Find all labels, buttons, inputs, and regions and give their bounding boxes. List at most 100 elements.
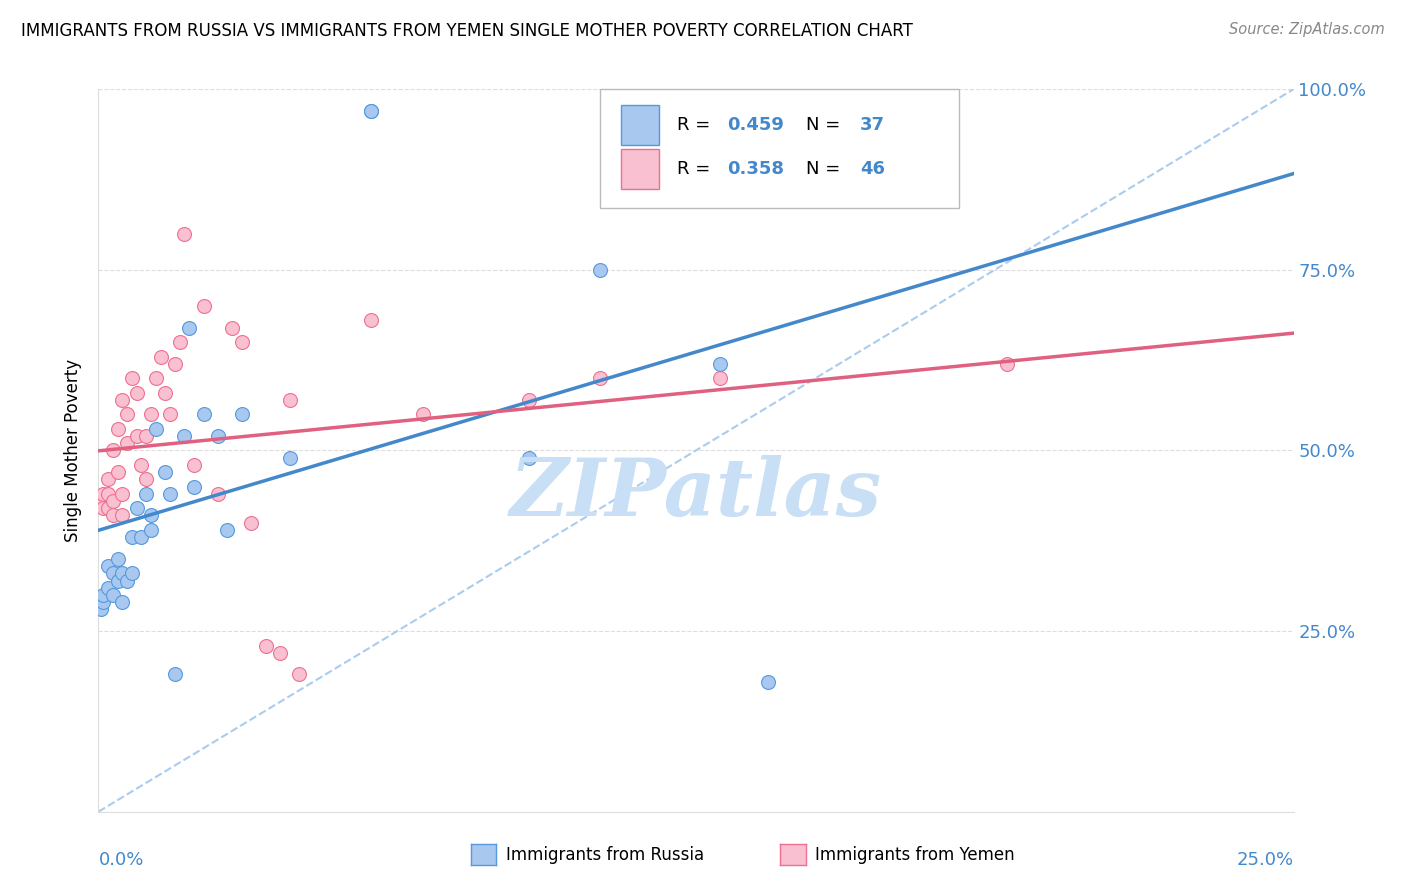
Point xyxy=(589,262,612,277)
Point xyxy=(111,508,134,523)
Text: R =: R = xyxy=(676,160,716,178)
Point xyxy=(155,465,177,479)
Point xyxy=(221,320,243,334)
Point xyxy=(517,392,540,407)
Point xyxy=(207,429,229,443)
Point xyxy=(101,566,124,581)
Point xyxy=(101,508,124,523)
Point xyxy=(135,487,157,501)
Point xyxy=(179,320,201,334)
Point xyxy=(149,350,172,364)
Text: 46: 46 xyxy=(859,160,884,178)
Point xyxy=(278,392,301,407)
Point xyxy=(288,667,311,681)
Point xyxy=(111,595,134,609)
FancyBboxPatch shape xyxy=(600,89,959,209)
Point xyxy=(159,487,181,501)
Point xyxy=(121,530,143,544)
Point xyxy=(183,458,205,472)
Point xyxy=(107,551,129,566)
Point xyxy=(159,407,181,421)
Point xyxy=(163,357,186,371)
Point xyxy=(145,422,167,436)
Text: 0.358: 0.358 xyxy=(727,160,785,178)
Point xyxy=(231,334,253,349)
Text: ZIPatlas: ZIPatlas xyxy=(510,455,882,533)
Point xyxy=(111,566,134,581)
Point xyxy=(360,103,382,118)
Point xyxy=(121,566,143,581)
Point xyxy=(91,588,114,602)
Point xyxy=(360,103,382,118)
Point xyxy=(145,371,167,385)
Point xyxy=(90,602,112,616)
Point xyxy=(709,371,731,385)
Point xyxy=(90,494,112,508)
Text: Source: ZipAtlas.com: Source: ZipAtlas.com xyxy=(1229,22,1385,37)
Point xyxy=(101,588,124,602)
Point xyxy=(173,227,195,241)
Point xyxy=(101,494,124,508)
Point xyxy=(107,465,129,479)
Point xyxy=(709,357,731,371)
Point xyxy=(995,357,1018,371)
Point xyxy=(269,646,291,660)
Point xyxy=(193,299,215,313)
Point xyxy=(91,487,114,501)
Text: IMMIGRANTS FROM RUSSIA VS IMMIGRANTS FROM YEMEN SINGLE MOTHER POVERTY CORRELATIO: IMMIGRANTS FROM RUSSIA VS IMMIGRANTS FRO… xyxy=(21,22,912,40)
Point xyxy=(97,559,120,574)
Text: Immigrants from Yemen: Immigrants from Yemen xyxy=(815,846,1015,863)
Point xyxy=(139,523,162,537)
Point xyxy=(115,574,138,588)
FancyBboxPatch shape xyxy=(620,149,659,188)
Point xyxy=(207,487,229,501)
FancyBboxPatch shape xyxy=(620,105,659,145)
Text: 0.0%: 0.0% xyxy=(98,852,143,870)
Point xyxy=(278,450,301,465)
Point xyxy=(231,407,253,421)
Point xyxy=(135,472,157,486)
Point xyxy=(125,501,148,516)
Point xyxy=(125,429,148,443)
Point xyxy=(240,516,263,530)
Point xyxy=(125,385,148,400)
Point xyxy=(115,436,138,450)
Point xyxy=(254,639,277,653)
Point xyxy=(183,480,205,494)
Point xyxy=(115,407,138,421)
Point xyxy=(517,450,540,465)
Point xyxy=(139,407,162,421)
Point xyxy=(111,487,134,501)
Point xyxy=(173,429,195,443)
Text: 25.0%: 25.0% xyxy=(1236,852,1294,870)
Point xyxy=(97,501,120,516)
Text: N =: N = xyxy=(806,160,846,178)
Point xyxy=(360,313,382,327)
Y-axis label: Single Mother Poverty: Single Mother Poverty xyxy=(65,359,83,542)
Point xyxy=(193,407,215,421)
Point xyxy=(412,407,434,421)
Point xyxy=(135,429,157,443)
Point xyxy=(107,422,129,436)
Text: R =: R = xyxy=(676,116,716,135)
Point xyxy=(169,334,191,349)
Point xyxy=(155,385,177,400)
Point xyxy=(139,508,162,523)
Point xyxy=(217,523,239,537)
Point xyxy=(756,674,779,689)
Point xyxy=(121,371,143,385)
Point xyxy=(107,574,129,588)
Point xyxy=(91,501,114,516)
Point xyxy=(91,595,114,609)
Point xyxy=(131,530,153,544)
Point xyxy=(101,443,124,458)
Point xyxy=(163,667,186,681)
Text: N =: N = xyxy=(806,116,846,135)
Text: 37: 37 xyxy=(859,116,884,135)
Point xyxy=(97,472,120,486)
Point xyxy=(589,371,612,385)
Text: Immigrants from Russia: Immigrants from Russia xyxy=(506,846,704,863)
Point xyxy=(97,487,120,501)
Point xyxy=(111,392,134,407)
Point xyxy=(131,458,153,472)
